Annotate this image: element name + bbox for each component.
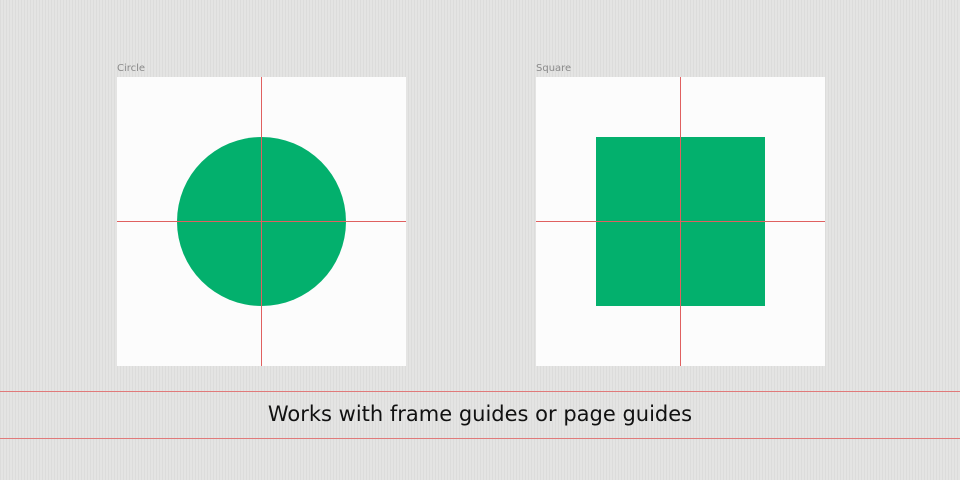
frame-square[interactable] — [536, 77, 825, 366]
frame-guide-horizontal[interactable] — [536, 221, 825, 222]
frame-label-square[interactable]: Square — [536, 63, 572, 74]
page-guide-top[interactable] — [0, 391, 960, 392]
frame-circle[interactable] — [117, 77, 406, 366]
page-guide-bottom[interactable] — [0, 438, 960, 439]
frame-label-circle[interactable]: Circle — [117, 63, 146, 74]
caption-text: Works with frame guides or page guides — [267, 402, 693, 426]
frame-guide-horizontal[interactable] — [117, 221, 406, 222]
